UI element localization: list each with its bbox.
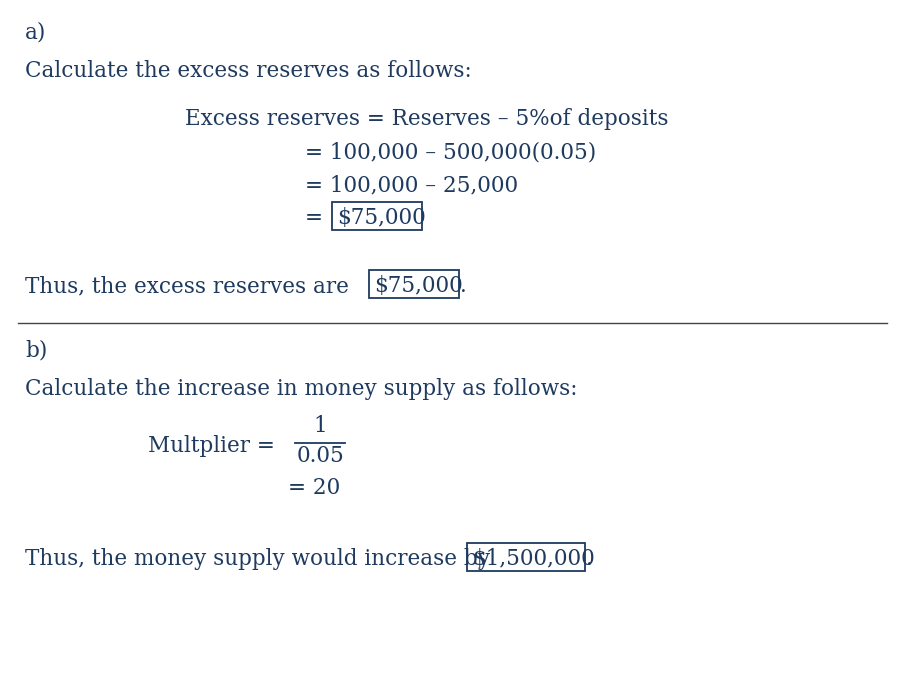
Text: = 20: = 20: [288, 477, 340, 499]
Text: .: .: [460, 275, 467, 297]
Text: Excess reserves = Reserves – 5%of deposits: Excess reserves = Reserves – 5%of deposi…: [185, 108, 669, 130]
Text: = 100,000 – 25,000: = 100,000 – 25,000: [305, 174, 519, 196]
Text: Calculate the increase in money supply as follows:: Calculate the increase in money supply a…: [25, 378, 577, 400]
Text: a): a): [25, 22, 46, 44]
Text: $75,000: $75,000: [337, 207, 425, 229]
Text: 0.05: 0.05: [296, 445, 344, 467]
Text: $1,500,000: $1,500,000: [472, 548, 595, 570]
Text: .: .: [586, 548, 593, 570]
Text: b): b): [25, 340, 47, 362]
Text: Multplier =: Multplier =: [148, 435, 275, 457]
Text: 1: 1: [313, 415, 327, 437]
Text: =: =: [305, 207, 330, 229]
Text: $75,000: $75,000: [374, 275, 462, 297]
Text: = 100,000 – 500,000(0.05): = 100,000 – 500,000(0.05): [305, 141, 596, 163]
Text: Thus, the excess reserves are: Thus, the excess reserves are: [25, 275, 356, 297]
Text: Thus, the money supply would increase by: Thus, the money supply would increase by: [25, 548, 497, 570]
Text: Calculate the excess reserves as follows:: Calculate the excess reserves as follows…: [25, 60, 472, 82]
